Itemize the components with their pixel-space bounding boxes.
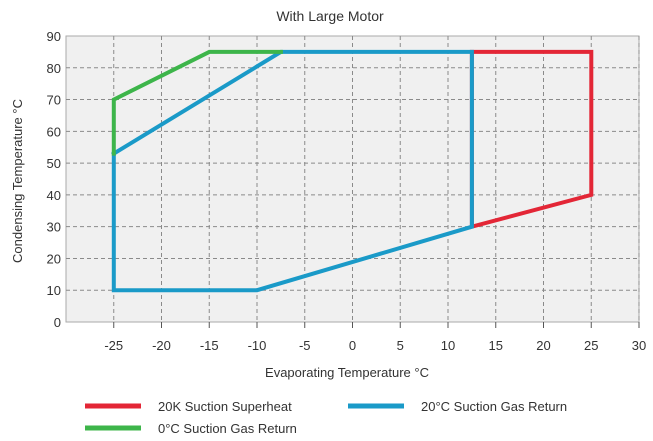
grid xyxy=(66,36,640,322)
x-tick-label: -15 xyxy=(200,338,219,353)
y-tick-label: 0 xyxy=(54,315,61,330)
y-tick-label: 40 xyxy=(47,188,61,203)
chart-title: With Large Motor xyxy=(276,8,384,24)
series-line-3 xyxy=(111,49,283,156)
y-tick-label: 10 xyxy=(47,283,61,298)
x-tick-label: 5 xyxy=(397,338,404,353)
y-tick-label: 50 xyxy=(47,156,61,171)
x-tick-label: -5 xyxy=(299,338,311,353)
y-axis-label: Condensing Temperature °C xyxy=(10,99,25,263)
y-tick-label: 20 xyxy=(47,251,61,266)
x-tick-label: 10 xyxy=(441,338,455,353)
y-tick-label: 80 xyxy=(47,61,61,76)
legend-label-1: 20K Suction Superheat xyxy=(158,399,292,414)
x-axis-ticks: -25 -20 -15 -10 -5 0 5 10 15 20 25 30 xyxy=(104,322,646,353)
x-tick-label: -25 xyxy=(104,338,123,353)
x-axis-label: Evaporating Temperature °C xyxy=(265,365,429,380)
series-lines xyxy=(111,49,594,293)
x-tick-label: 30 xyxy=(632,338,646,353)
legend-label-3: 0°C Suction Gas Return xyxy=(158,421,297,436)
y-tick-label: 30 xyxy=(47,220,61,235)
legend-label-2: 20°C Suction Gas Return xyxy=(421,399,567,414)
x-tick-label: 25 xyxy=(584,338,598,353)
x-tick-label: -10 xyxy=(248,338,267,353)
y-tick-label: 90 xyxy=(47,29,61,44)
y-tick-label: 60 xyxy=(47,124,61,139)
x-tick-label: 20 xyxy=(536,338,550,353)
x-tick-label: 15 xyxy=(489,338,503,353)
y-tick-label: 70 xyxy=(47,93,61,108)
y-axis-ticks: 0 10 20 30 40 50 60 70 80 90 xyxy=(47,29,61,330)
x-tick-label: 0 xyxy=(349,338,356,353)
legend: 20K Suction Superheat 20°C Suction Gas Re… xyxy=(85,399,567,436)
x-tick-label: -20 xyxy=(152,338,171,353)
